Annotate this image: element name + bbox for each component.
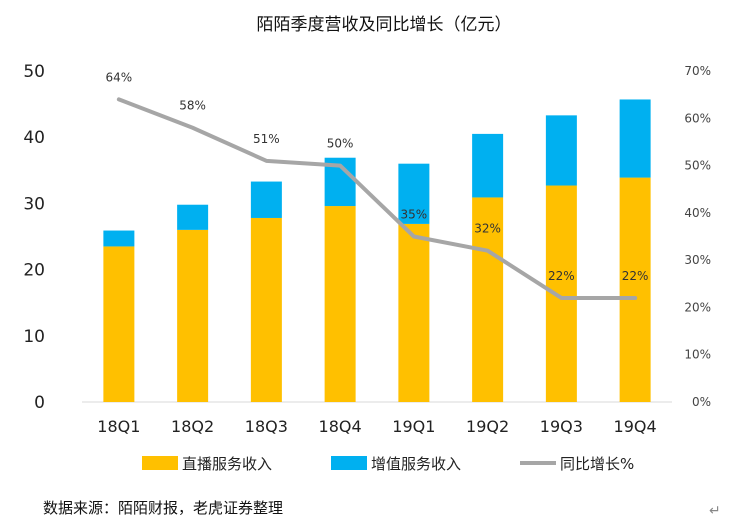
bar-live-19Q3: [545, 185, 577, 402]
left-tick-label: 40: [23, 128, 45, 148]
x-axis-ticks: 18Q1 18Q2 18Q3 18Q4 19Q1 19Q2 19Q3 19Q4: [97, 417, 656, 436]
paragraph-mark: ↵: [709, 503, 721, 519]
bar-vas-19Q2: [472, 133, 504, 198]
bars: [103, 99, 651, 402]
growth-label-18Q3: 51%: [253, 132, 280, 146]
x-tick-18Q1: 18Q1: [97, 417, 140, 436]
left-axis: 0 10 20 30 40 50: [23, 62, 45, 413]
left-tick-label: 50: [23, 62, 45, 82]
bar-live-18Q4: [324, 206, 356, 402]
bar-live-18Q2: [177, 229, 209, 402]
growth-label-18Q2: 58%: [179, 99, 206, 113]
legend: 直播服务收入 增值服务收入 同比增长%: [142, 455, 634, 473]
x-tick-19Q1: 19Q1: [392, 417, 435, 436]
bar-live-19Q2: [472, 197, 504, 402]
right-tick-label: 60%: [684, 111, 711, 125]
legend-swatch-vas: [331, 456, 367, 470]
x-tick-18Q4: 18Q4: [319, 417, 362, 436]
legend-label-vas: 增值服务收入: [371, 455, 461, 473]
legend-label-live: 直播服务收入: [182, 455, 272, 473]
growth-line-path: [116, 97, 638, 300]
left-tick-label: 30: [23, 194, 45, 214]
x-tick-19Q2: 19Q2: [466, 417, 509, 436]
growth-label-19Q2: 32%: [474, 222, 501, 236]
growth-label-19Q3: 22%: [548, 269, 575, 283]
right-tick-label: 70%: [684, 64, 711, 78]
right-tick-label: 30%: [684, 253, 711, 267]
left-tick-label: 10: [23, 327, 45, 347]
bar-live-19Q4: [619, 177, 651, 402]
growth-label-19Q4: 22%: [622, 269, 649, 283]
bar-vas-19Q4: [619, 99, 651, 178]
left-tick-label: 0: [34, 393, 45, 413]
legend-swatch-live: [142, 456, 178, 470]
bar-vas-18Q3: [250, 181, 282, 218]
bar-vas-18Q1: [103, 230, 135, 247]
source-note: 数据来源：陌陌财报，老虎证券整理: [43, 499, 284, 517]
x-tick-18Q3: 18Q3: [245, 417, 288, 436]
right-tick-label: 0%: [692, 395, 711, 409]
bar-vas-19Q1: [398, 163, 430, 224]
growth-label-18Q4: 50%: [327, 137, 354, 151]
x-tick-18Q2: 18Q2: [171, 417, 214, 436]
growth-line: [116, 97, 638, 300]
bar-live-18Q3: [250, 217, 282, 402]
left-tick-label: 20: [23, 261, 45, 281]
right-tick-label: 10%: [684, 348, 711, 362]
growth-label-18Q1: 64%: [106, 70, 133, 84]
x-tick-19Q4: 19Q4: [614, 417, 657, 436]
bar-vas-18Q2: [177, 204, 209, 230]
bar-live-19Q1: [398, 223, 430, 402]
right-tick-label: 20%: [684, 300, 711, 314]
legend-label-growth: 同比增长%: [560, 455, 634, 473]
right-axis: 0% 10% 20% 30% 40% 50% 60% 70%: [684, 64, 711, 409]
growth-label-19Q1: 35%: [401, 208, 428, 222]
bar-vas-19Q3: [545, 115, 577, 186]
bar-live-18Q1: [103, 246, 135, 402]
data-labels: 64% 58% 51% 50% 35% 32% 22% 22%: [106, 70, 649, 283]
x-tick-19Q3: 19Q3: [540, 417, 583, 436]
chart-title: 陌陌季度营收及同比增长（亿元）: [257, 15, 512, 35]
right-tick-label: 50%: [684, 159, 711, 173]
right-tick-label: 40%: [684, 206, 711, 220]
